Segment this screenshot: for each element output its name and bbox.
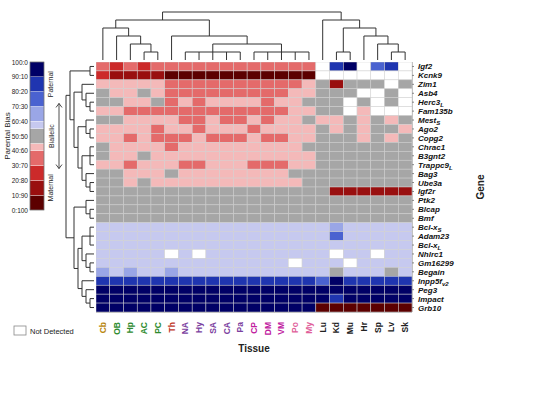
- svg-text:Ptk2: Ptk2: [418, 196, 435, 205]
- svg-text:Igf2: Igf2: [418, 62, 433, 71]
- svg-text:Zim1: Zim1: [417, 80, 437, 89]
- svg-text:Begain: Begain: [418, 268, 445, 277]
- svg-text:Hr: Hr: [359, 321, 369, 331]
- svg-text:My: My: [304, 322, 314, 334]
- svg-text:Herc3L: Herc3L: [418, 98, 444, 109]
- svg-text:Fam135b: Fam135b: [418, 107, 453, 116]
- svg-text:Adam23: Adam23: [417, 232, 450, 241]
- svg-text:Bmf: Bmf: [418, 214, 435, 223]
- svg-text:Hy: Hy: [194, 322, 204, 333]
- svg-text:Paternal: Paternal: [48, 71, 55, 98]
- svg-text:Kd: Kd: [331, 322, 341, 333]
- svg-text:90:10: 90:10: [12, 73, 29, 80]
- svg-text:Trappc9L: Trappc9L: [418, 160, 453, 171]
- svg-text:Lv: Lv: [386, 322, 396, 332]
- svg-text:Lu: Lu: [318, 322, 328, 332]
- svg-text:100:0: 100:0: [12, 59, 29, 66]
- svg-text:Grb10: Grb10: [418, 304, 442, 313]
- svg-text:B3gnt2: B3gnt2: [418, 152, 446, 161]
- svg-text:CA: CA: [222, 322, 232, 334]
- svg-text:80:20: 80:20: [12, 88, 29, 95]
- svg-text:Igf2r: Igf2r: [418, 187, 436, 196]
- svg-text:AC: AC: [139, 322, 149, 334]
- svg-text:Impact: Impact: [418, 295, 444, 304]
- svg-text:OB: OB: [112, 322, 122, 335]
- svg-text:Th: Th: [167, 322, 177, 332]
- svg-text:Maternal: Maternal: [48, 174, 55, 202]
- svg-text:30:70: 30:70: [12, 162, 29, 169]
- svg-text:Gm16299: Gm16299: [418, 259, 454, 268]
- svg-text:Nhlrc1: Nhlrc1: [418, 250, 443, 259]
- svg-text:Ube3a: Ube3a: [418, 179, 443, 188]
- svg-text:Sp: Sp: [373, 322, 383, 333]
- svg-text:Parental Bias: Parental Bias: [3, 112, 12, 160]
- svg-text:Sk: Sk: [400, 322, 410, 333]
- svg-text:Blcap: Blcap: [418, 205, 440, 214]
- svg-text:Kcnk9: Kcnk9: [418, 71, 443, 80]
- svg-text:Gene: Gene: [475, 174, 486, 199]
- svg-text:Inpp5fv2: Inpp5fv2: [418, 276, 449, 287]
- svg-text:Po: Po: [290, 322, 300, 333]
- svg-text:Ago2: Ago2: [417, 125, 439, 134]
- svg-text:Bcl-xL: Bcl-xL: [418, 241, 442, 251]
- svg-text:NA: NA: [180, 322, 190, 334]
- svg-text:Cb: Cb: [98, 322, 108, 333]
- svg-text:40:60: 40:60: [12, 147, 29, 154]
- svg-text:SA: SA: [208, 322, 218, 334]
- svg-text:DM: DM: [263, 322, 273, 335]
- svg-text:Bag3: Bag3: [418, 170, 438, 179]
- svg-text:Peg3: Peg3: [418, 286, 438, 295]
- svg-text:Asb4: Asb4: [417, 89, 438, 98]
- svg-text:Bcl-xS: Bcl-xS: [418, 223, 442, 234]
- svg-text:Pa: Pa: [235, 322, 245, 333]
- svg-text:60:40: 60:40: [12, 118, 29, 125]
- svg-text:50:50: 50:50: [12, 133, 29, 140]
- svg-text:VM: VM: [276, 322, 286, 335]
- svg-text:Not Detected: Not Detected: [30, 327, 74, 336]
- svg-text:Hp: Hp: [125, 322, 135, 333]
- svg-text:MestS: MestS: [418, 116, 441, 126]
- svg-text:Biallelic: Biallelic: [48, 124, 55, 148]
- svg-text:CP: CP: [249, 322, 259, 334]
- svg-text:PC: PC: [153, 322, 163, 334]
- svg-text:Copg2: Copg2: [418, 134, 443, 143]
- svg-text:70:30: 70:30: [12, 103, 29, 110]
- svg-text:0:100: 0:100: [12, 207, 29, 214]
- svg-text:10:90: 10:90: [12, 192, 29, 199]
- svg-text:Mu: Mu: [345, 322, 355, 334]
- svg-text:Tissue: Tissue: [238, 343, 270, 354]
- svg-text:Chrac1: Chrac1: [418, 143, 446, 152]
- svg-text:20:80: 20:80: [12, 177, 29, 184]
